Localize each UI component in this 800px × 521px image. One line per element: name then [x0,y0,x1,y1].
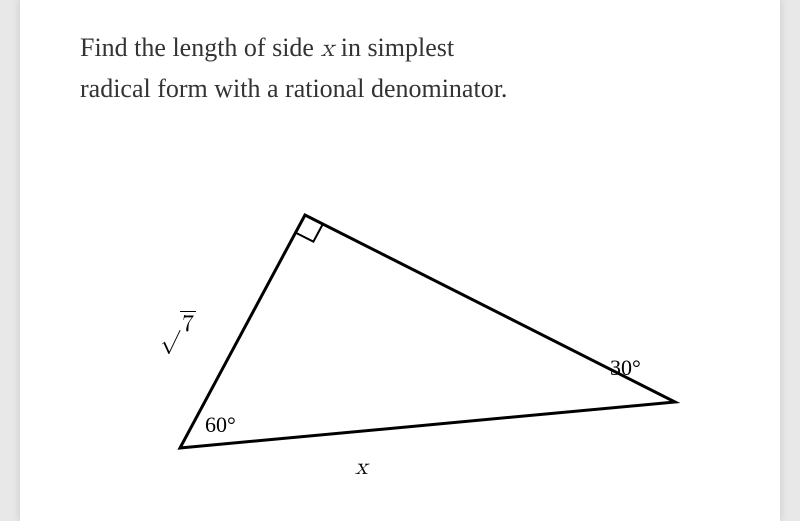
problem-line2: radical form with a rational denominator… [80,74,507,103]
radical-symbol: √ [160,312,180,336]
problem-statement: Find the length of side x in simplest ra… [80,28,720,110]
problem-line1-part2: in simplest [334,33,454,62]
problem-line1-part1: Find the length of side [80,33,320,62]
triangle-svg [120,170,700,500]
radicand: 7 [180,311,196,336]
side-label-bottom: x [355,453,368,482]
triangle-figure: √7 60° 30° x [20,170,780,500]
triangle-shape [180,215,675,448]
problem-variable: x [320,36,334,62]
angle-label-30: 30° [610,355,641,381]
angle-label-60: 60° [205,412,236,438]
side-label-left: √7 [160,310,196,339]
page-container: Find the length of side x in simplest ra… [20,0,780,521]
